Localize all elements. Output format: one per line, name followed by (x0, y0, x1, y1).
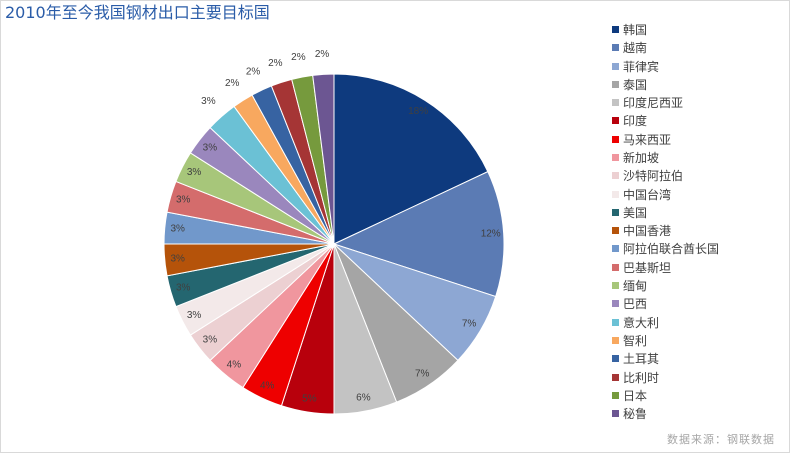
legend-label: 沙特阿拉伯 (623, 169, 684, 184)
pie-slices (163, 73, 505, 415)
legend-label: 意大利 (623, 315, 660, 330)
legend-label: 印度 (623, 114, 648, 129)
data-label-10: 3% (187, 310, 202, 321)
pie-slice-1 (333, 73, 489, 245)
legend-swatch (612, 227, 619, 235)
pie-slice-22 (312, 73, 335, 245)
data-label-21: 2% (291, 52, 306, 63)
legend-item-16: 巴西 (612, 295, 782, 313)
data-label-3: 7% (462, 318, 477, 329)
legend-swatch (612, 263, 619, 271)
legend-label: 巴基斯坦 (623, 260, 672, 275)
legend-swatch (612, 154, 619, 162)
legend-label: 美国 (623, 205, 648, 220)
legend-item-14: 巴基斯坦 (612, 259, 782, 277)
legend-swatch (612, 190, 619, 198)
legend-item-1: 韩国 (612, 21, 782, 39)
legend-label: 阿拉伯联合酋长国 (623, 242, 720, 257)
legend-swatch (612, 410, 619, 418)
legend-swatch (612, 373, 619, 381)
data-label-1: 18% (408, 106, 428, 117)
legend-label: 比利时 (623, 370, 660, 385)
legend-swatch (612, 336, 619, 344)
legend-label: 中国香港 (623, 224, 672, 239)
legend-swatch (612, 355, 619, 363)
legend-label: 智利 (623, 333, 648, 348)
data-label-15: 3% (187, 167, 202, 178)
legend-item-5: 印度尼西亚 (612, 94, 782, 112)
legend-label: 中国台湾 (623, 187, 672, 202)
legend-item-7: 马来西亚 (612, 131, 782, 149)
legend-swatch (612, 26, 619, 33)
legend-label: 秘鲁 (623, 407, 648, 422)
legend-item-11: 美国 (612, 204, 782, 222)
data-label-5: 6% (356, 393, 371, 404)
legend-swatch (612, 117, 619, 125)
legend-swatch (612, 80, 619, 88)
legend-label: 韩国 (623, 23, 648, 37)
legend-item-3: 菲律宾 (612, 58, 782, 76)
legend-item-13: 阿拉伯联合酋长国 (612, 240, 782, 258)
legend-swatch (612, 391, 619, 399)
data-label-14: 3% (176, 195, 191, 206)
legend-swatch (612, 282, 619, 290)
data-label-8: 4% (227, 360, 242, 371)
data-label-6: 5% (302, 394, 317, 405)
legend-label: 巴西 (623, 297, 648, 312)
data-source-note: 数据来源：钢联数据 (667, 433, 775, 446)
legend-item-4: 泰国 (612, 76, 782, 94)
legend-item-10: 中国台湾 (612, 186, 782, 204)
legend-swatch (612, 300, 619, 308)
legend-label: 日本 (623, 388, 648, 403)
legend-item-21: 日本 (612, 387, 782, 405)
legend-item-22: 秘鲁 (612, 405, 782, 423)
data-label-9: 3% (203, 335, 218, 346)
legend-swatch (612, 318, 619, 326)
legend-label: 越南 (623, 41, 648, 56)
legend-item-20: 比利时 (612, 369, 782, 387)
legend-item-9: 沙特阿拉伯 (612, 167, 782, 185)
data-label-13: 3% (170, 224, 185, 235)
legend-swatch (612, 99, 619, 107)
pie-slice-2 (332, 170, 505, 298)
legend-swatch (612, 172, 619, 180)
data-label-12: 3% (170, 253, 185, 264)
legend-item-2: 越南 (612, 39, 782, 57)
legend-label: 菲律宾 (623, 59, 660, 74)
legend-swatch (612, 208, 619, 216)
legend-item-18: 智利 (612, 332, 782, 350)
legend-label: 印度尼西亚 (623, 96, 684, 111)
legend-label: 马来西亚 (623, 132, 672, 147)
legend-label: 缅甸 (623, 279, 648, 294)
data-label-16: 3% (203, 142, 218, 153)
legend-item-8: 新加坡 (612, 149, 782, 167)
data-label-20: 2% (268, 58, 283, 69)
legend-item-19: 土耳其 (612, 350, 782, 368)
pie-data-labels: 18% 12% 7% 7% 6% 5% 4% 4% 3% 3% 3% 3% 3% 3% 3% 3% 3% 2% 2%… (170, 49, 500, 405)
data-label-4: 7% (415, 368, 430, 379)
legend-label: 泰国 (623, 77, 648, 92)
data-label-7: 4% (260, 381, 275, 392)
legend: 韩国越南菲律宾泰国印度尼西亚印度马来西亚新加坡沙特阿拉伯中国台湾美国中国香港阿拉… (612, 21, 782, 431)
legend-swatch (612, 62, 619, 70)
data-label-19: 2% (246, 67, 261, 78)
legend-item-15: 缅甸 (612, 277, 782, 295)
legend-item-12: 中国香港 (612, 222, 782, 240)
data-label-18: 2% (225, 78, 240, 89)
legend-swatch (612, 135, 619, 143)
data-label-22: 2% (315, 49, 330, 60)
data-label-11: 3% (176, 282, 191, 293)
legend-item-17: 意大利 (612, 314, 782, 332)
legend-swatch (612, 245, 619, 253)
chart-title: 2010年至今我国钢材出口主要目标国 (5, 3, 270, 22)
legend-item-6: 印度 (612, 112, 782, 130)
data-label-2: 12% (481, 229, 501, 240)
legend-label: 新加坡 (623, 151, 660, 166)
legend-label: 土耳其 (623, 352, 660, 367)
data-label-17: 3% (201, 96, 216, 107)
legend-swatch (612, 44, 619, 52)
